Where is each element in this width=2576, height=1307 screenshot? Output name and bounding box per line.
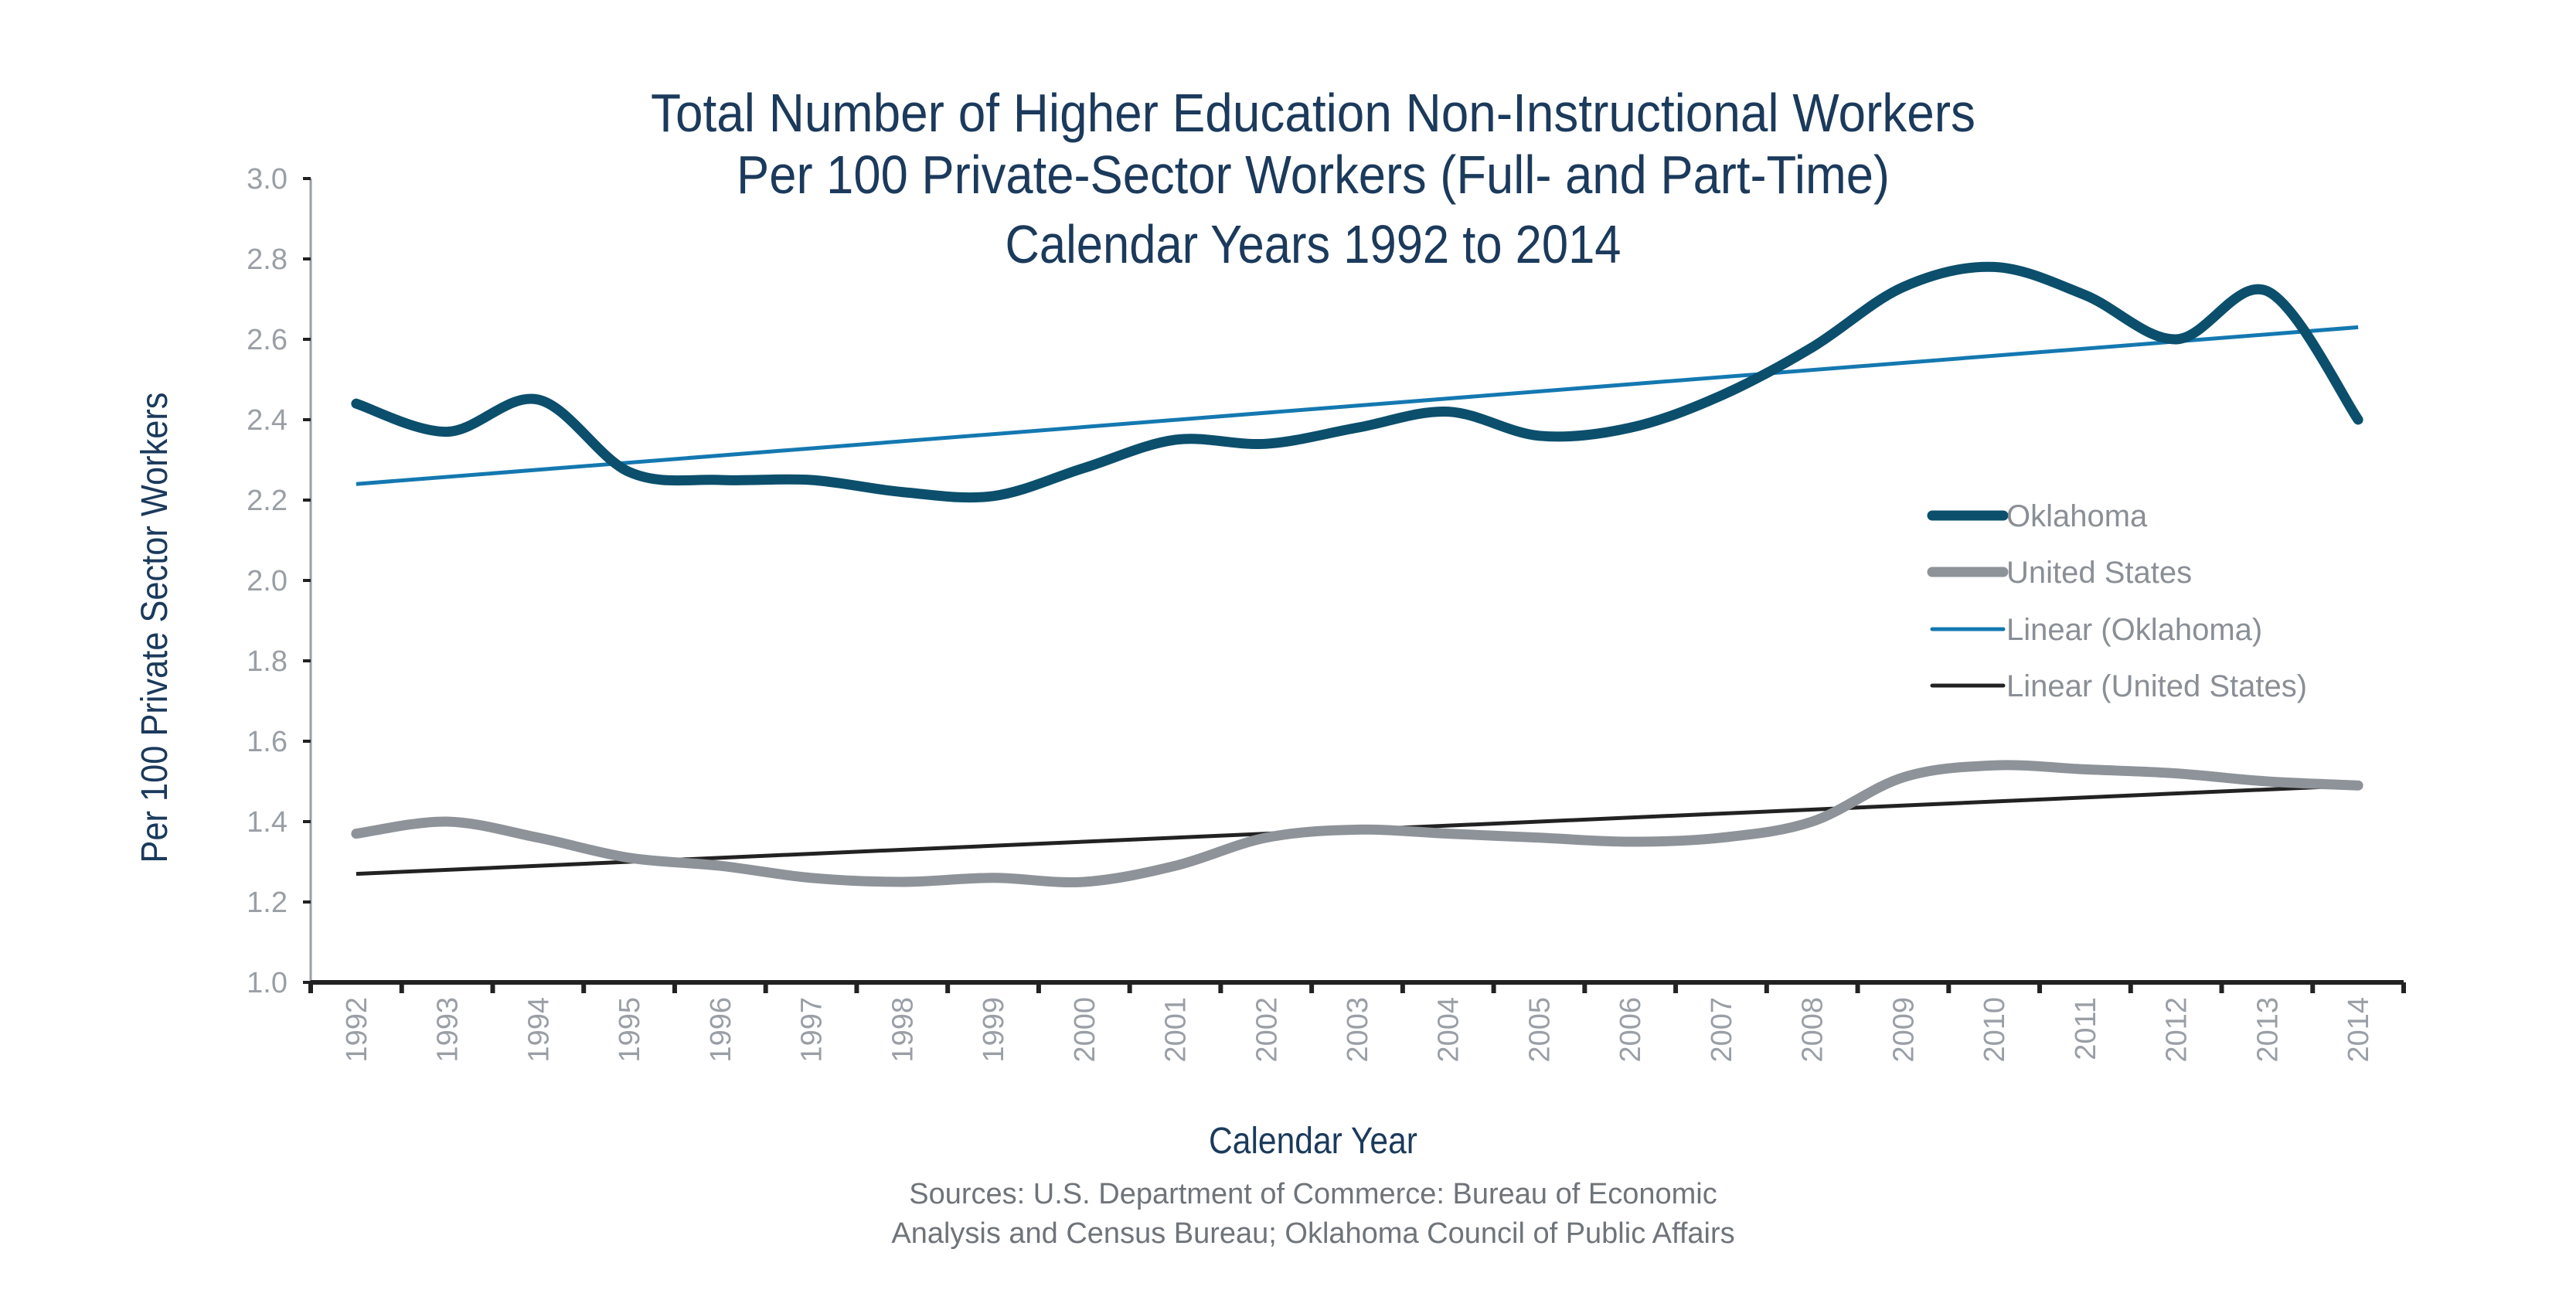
x-tick-label: 1995 bbox=[614, 997, 646, 1063]
x-axis-label: Calendar Year bbox=[1209, 1121, 1417, 1162]
x-tick-label: 1996 bbox=[705, 997, 737, 1063]
y-tick-label: 1.0 bbox=[247, 967, 288, 999]
x-tick-label: 2000 bbox=[1069, 997, 1101, 1063]
x-tick-label: 2012 bbox=[2161, 997, 2193, 1063]
trend-line-linear-oklahoma bbox=[356, 325, 2359, 486]
y-tick-label: 2.6 bbox=[247, 324, 288, 356]
y-tick-label: 1.8 bbox=[247, 645, 288, 678]
y-tick-label: 3.0 bbox=[247, 163, 288, 196]
y-tick-label: 1.4 bbox=[247, 806, 288, 839]
x-tick-label: 2004 bbox=[1433, 997, 1465, 1063]
axes: 1.0 1.2 1.4 1.6 1.8 2.0 2.2 2.4 2.6 2.8 3.0 1992 199… bbox=[247, 163, 2406, 1063]
plot-area bbox=[351, 261, 2363, 887]
legend-label-oklahoma: Oklahoma bbox=[2006, 499, 2148, 533]
x-tick-label: 2010 bbox=[1979, 997, 2011, 1063]
source-line-1: Sources: U.S. Department of Commerce: Bu… bbox=[909, 1178, 1717, 1210]
x-tick-label: 1993 bbox=[432, 997, 464, 1063]
chart-title-line-2: Per 100 Private-Sector Workers (Full- an… bbox=[737, 145, 1890, 205]
x-tick-label: 2008 bbox=[1797, 997, 1829, 1063]
x-tick-label: 2002 bbox=[1251, 997, 1283, 1063]
x-tick-label: 1999 bbox=[978, 997, 1010, 1063]
y-tick-label: 2.8 bbox=[247, 243, 288, 276]
legend-label-united-states: United States bbox=[2006, 556, 2192, 590]
legend-label-linear-united-states: Linear (United States) bbox=[2006, 669, 2307, 703]
chart-title-line-1: Total Number of Higher Education Non-Ins… bbox=[651, 83, 1975, 143]
y-tick-label: 2.0 bbox=[247, 565, 288, 597]
x-tick-label: 2011 bbox=[2070, 997, 2102, 1060]
x-tick-label: 2005 bbox=[1523, 997, 1556, 1063]
x-tick-label: 2013 bbox=[2251, 997, 2284, 1063]
source-line-2: Analysis and Census Bureau; Oklahoma Cou… bbox=[891, 1217, 1734, 1250]
y-tick-label: 2.2 bbox=[247, 485, 288, 517]
y-tick-label: 1.2 bbox=[247, 887, 288, 919]
chart-title-line-3: Calendar Years 1992 to 2014 bbox=[1006, 214, 1621, 274]
series-line-united-states bbox=[351, 760, 2363, 887]
legend-label-linear-oklahoma: Linear (Oklahoma) bbox=[2006, 613, 2262, 647]
x-tick-label: 2006 bbox=[1615, 997, 1647, 1063]
x-tick-label: 1992 bbox=[341, 997, 373, 1063]
x-tick-label: 2007 bbox=[1706, 997, 1738, 1063]
x-tick-label: 2001 bbox=[1160, 997, 1193, 1063]
x-tick-label: 2003 bbox=[1342, 997, 1374, 1063]
x-tick-label: 1998 bbox=[886, 997, 919, 1063]
y-tick-label: 1.6 bbox=[247, 726, 288, 758]
y-tick-label: 2.4 bbox=[247, 404, 288, 437]
x-tick-label: 1994 bbox=[522, 997, 555, 1063]
x-tick-label: 2014 bbox=[2343, 997, 2375, 1063]
x-tick-label: 2009 bbox=[1887, 997, 1920, 1063]
x-tick-label: 1997 bbox=[796, 997, 829, 1063]
legend: Oklahoma United States Linear (Oklahoma) Li… bbox=[1927, 499, 2307, 703]
series-line-oklahoma bbox=[351, 261, 2363, 503]
y-axis-label: Per 100 Private Sector Workers bbox=[134, 393, 175, 863]
